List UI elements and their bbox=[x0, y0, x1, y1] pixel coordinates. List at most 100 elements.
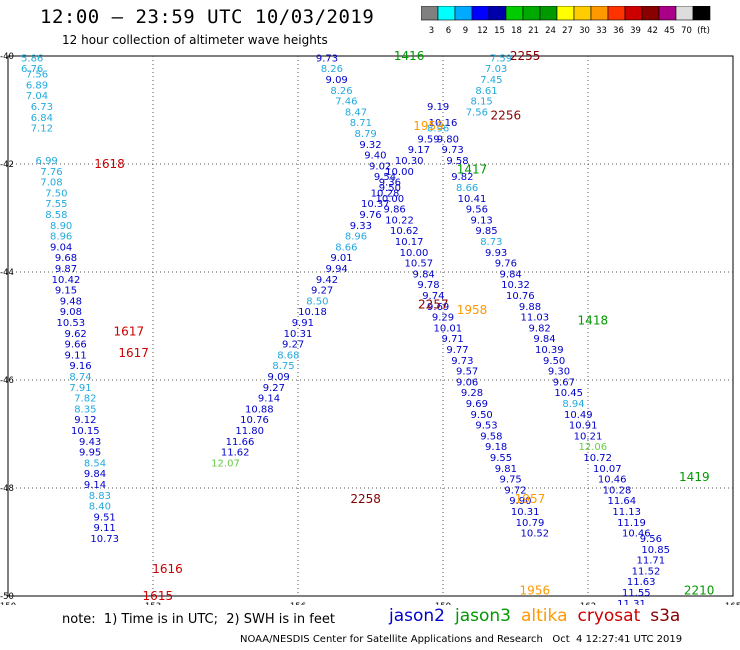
wave-height-value: 9.54 bbox=[374, 172, 396, 183]
y-tick-label: -48 bbox=[0, 484, 14, 494]
wave-height-value: 9.76 bbox=[495, 259, 517, 270]
wave-height-value: 10.21 bbox=[574, 431, 603, 442]
wave-height-value: 8.73 bbox=[480, 237, 502, 248]
wave-height-value: 10.73 bbox=[90, 534, 119, 545]
wave-height-value: 9.16 bbox=[69, 361, 91, 372]
wave-height-value: 9.12 bbox=[74, 415, 96, 426]
wave-height-value: 9.43 bbox=[79, 437, 101, 448]
wave-height-value: 9.56 bbox=[466, 205, 488, 216]
footnote: note: 1) Time is in UTC; 2) SWH is in fe… bbox=[62, 612, 335, 627]
x-tick-label: 156 bbox=[290, 602, 306, 605]
wave-height-value: 8.66 bbox=[456, 183, 478, 194]
wave-height-value: 10.30 bbox=[395, 156, 424, 167]
wave-height-value: 8.66 bbox=[335, 242, 357, 253]
wave-height-value: 9.84 bbox=[533, 334, 555, 345]
wave-height-value: 9.58 bbox=[480, 431, 502, 442]
wave-height-value: 9.48 bbox=[60, 296, 82, 307]
wave-height-value: 7.55 bbox=[45, 199, 67, 210]
wave-height-value: 10.37 bbox=[361, 199, 390, 210]
wave-height-value: 9.69 bbox=[427, 302, 449, 313]
wave-height-value: 10.01 bbox=[434, 323, 463, 334]
color-scale-label: 24 bbox=[545, 26, 556, 36]
page-title: 12:00 – 23:59 UTC 10/03/2019 bbox=[40, 6, 375, 28]
wave-height-value: 8.26 bbox=[321, 64, 343, 75]
pass-time-label: 1416 bbox=[394, 49, 425, 63]
wave-height-value: 11.62 bbox=[221, 448, 250, 459]
wave-height-value: 9.74 bbox=[422, 291, 444, 302]
pass-time-label: 1956 bbox=[520, 584, 551, 598]
legend-item-s3a: s3a bbox=[650, 606, 681, 626]
wave-height-value: 10.00 bbox=[376, 194, 405, 205]
wave-height-value: 10.16 bbox=[429, 118, 458, 129]
wave-height-value: 10.46 bbox=[622, 529, 651, 540]
wave-height-value: 8.58 bbox=[45, 210, 67, 221]
wave-height-value: 7.59 bbox=[490, 53, 512, 64]
wave-height-value: 10.42 bbox=[52, 275, 81, 286]
wave-height-value: 9.53 bbox=[475, 421, 497, 432]
wave-height-value: 10.52 bbox=[521, 529, 550, 540]
wave-height-value: 10.17 bbox=[395, 237, 424, 248]
wave-height-value: 11.80 bbox=[235, 426, 264, 437]
wave-height-value: 9.18 bbox=[485, 442, 507, 453]
wave-height-value: 9.28 bbox=[461, 388, 483, 399]
color-scale-label: 21 bbox=[528, 26, 539, 36]
wave-height-value: 7.50 bbox=[45, 188, 67, 199]
wave-height-value: 9.93 bbox=[485, 248, 507, 259]
y-tick-label: -44 bbox=[0, 268, 14, 278]
wave-height-value: 9.56 bbox=[640, 534, 662, 545]
color-scale-label: (ft) bbox=[697, 26, 710, 36]
wave-height-value: 9.85 bbox=[475, 226, 497, 237]
wave-height-value: 10.31 bbox=[511, 507, 540, 518]
color-scale-label: 39 bbox=[630, 26, 641, 36]
wave-height-value: 9.76 bbox=[359, 210, 381, 221]
wave-height-value: 9.09 bbox=[268, 372, 290, 383]
wave-height-value: 9.90 bbox=[509, 496, 531, 507]
wave-height-value: 6.89 bbox=[26, 80, 48, 91]
wave-height-value: 10.76 bbox=[506, 291, 535, 302]
wave-height-value: 10.72 bbox=[583, 453, 612, 464]
wave-height-value: 10.46 bbox=[598, 475, 627, 486]
y-tick-label: -40 bbox=[0, 52, 14, 62]
wave-height-value: 6.84 bbox=[31, 113, 53, 124]
pass-time-label: 2258 bbox=[350, 492, 381, 506]
pass-time-label: 1616 bbox=[152, 562, 183, 576]
color-scale-label: 30 bbox=[579, 26, 590, 36]
color-scale-label: 27 bbox=[562, 26, 573, 36]
wave-height-value: 9.50 bbox=[471, 410, 493, 421]
wave-height-value: 9.73 bbox=[316, 53, 338, 64]
wave-height-value: 9.42 bbox=[316, 275, 338, 286]
pass-time-label: 1419 bbox=[679, 470, 710, 484]
wave-height-value: 9.82 bbox=[529, 323, 551, 334]
wave-height-value: 9.51 bbox=[94, 512, 116, 523]
legend-item-jason3: jason3 bbox=[455, 606, 511, 626]
color-scale-label: 70 bbox=[681, 26, 692, 36]
wave-height-value: 9.02 bbox=[369, 161, 391, 172]
wave-height-value: 10.79 bbox=[516, 518, 545, 529]
wave-height-value: 10.18 bbox=[298, 307, 327, 318]
wave-height-value: 9.69 bbox=[466, 399, 488, 410]
wave-height-value: 7.91 bbox=[69, 383, 91, 394]
wave-height-value: 9.27 bbox=[311, 286, 333, 297]
plot-frame bbox=[7, 55, 734, 597]
y-tick-label: -50 bbox=[0, 592, 14, 602]
wave-height-value: 9.19 bbox=[427, 102, 449, 113]
wave-height-value: 8.71 bbox=[350, 118, 372, 129]
wave-height-value: 10.15 bbox=[71, 426, 100, 437]
wave-height-value: 8.74 bbox=[69, 372, 91, 383]
wave-height-value: 7.08 bbox=[40, 178, 62, 189]
wave-height-value: 7.56 bbox=[26, 70, 48, 81]
wave-height-value: 10.53 bbox=[57, 318, 86, 329]
x-tick-label: 159 bbox=[435, 602, 451, 605]
wave-height-value: 7.56 bbox=[466, 107, 488, 118]
wave-height-value: 11.55 bbox=[622, 588, 651, 599]
wave-height-value: 9.95 bbox=[79, 448, 101, 459]
wave-height-value: 9.88 bbox=[519, 302, 541, 313]
wave-height-value: 11.03 bbox=[521, 313, 550, 324]
wave-height-value: 10.41 bbox=[458, 194, 487, 205]
wave-height-value: 8.54 bbox=[84, 458, 106, 469]
x-tick-label: 162 bbox=[580, 602, 596, 605]
wave-height-value: 10.22 bbox=[385, 215, 414, 226]
wave-height-value: 9.33 bbox=[350, 221, 372, 232]
color-scale-label: 15 bbox=[494, 26, 505, 36]
wave-height-value: 9.77 bbox=[446, 345, 468, 356]
